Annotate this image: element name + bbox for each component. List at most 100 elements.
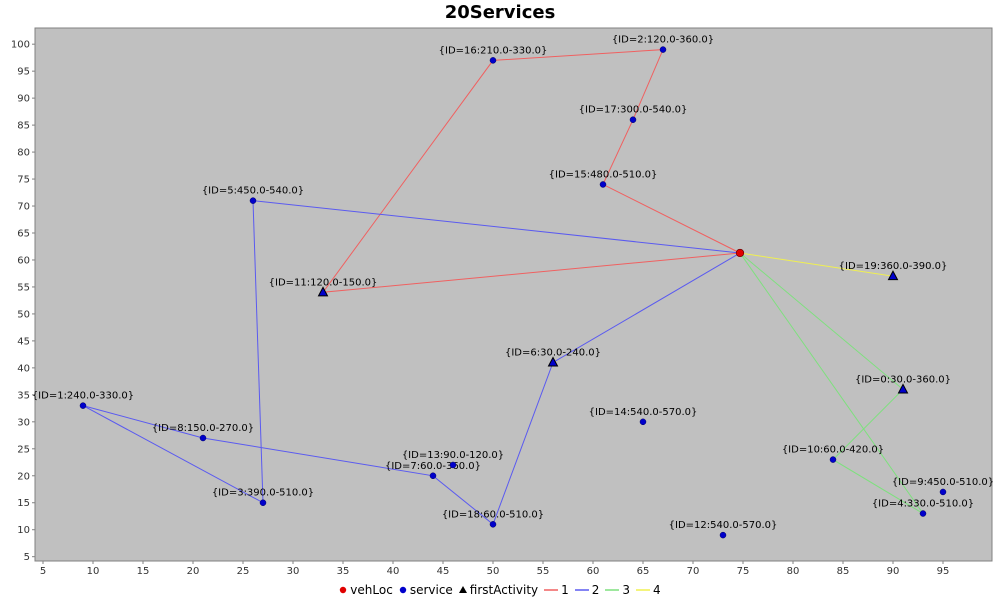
- y-tick-label: 30: [17, 417, 30, 428]
- service-label: {ID=11:120.0-150.0}: [269, 277, 378, 288]
- service-label: {ID=12:540.0-570.0}: [669, 520, 778, 531]
- x-tick-label: 90: [887, 566, 900, 577]
- service-label: {ID=18:60.0-510.0}: [442, 509, 544, 520]
- service-point: [490, 57, 496, 63]
- service-point: [630, 117, 636, 123]
- legend-marker-line: [575, 585, 589, 595]
- service-label: {ID=16:210.0-330.0}: [439, 45, 548, 56]
- y-tick-label: 70: [17, 202, 30, 213]
- service-label: {ID=3:390.0-510.0}: [212, 488, 314, 499]
- legend-label: 3: [622, 583, 630, 597]
- legend-marker-circle: [399, 585, 407, 595]
- service-label: {ID=15:480.0-510.0}: [549, 169, 658, 180]
- service-point: [450, 462, 456, 468]
- service-label: {ID=8:150.0-270.0}: [152, 423, 254, 434]
- legend-item: vehLoc: [339, 583, 393, 597]
- y-tick-label: 100: [11, 40, 30, 51]
- legend-marker-line: [636, 585, 650, 595]
- service-point: [490, 521, 496, 527]
- y-tick-label: 85: [17, 121, 30, 132]
- service-point: [940, 489, 946, 495]
- legend-label: 4: [653, 583, 661, 597]
- x-tick-label: 75: [737, 566, 750, 577]
- service-point: [640, 419, 646, 425]
- legend-item: service: [399, 583, 453, 597]
- service-point: [720, 532, 726, 538]
- service-label: {ID=7:60.0-360.0}: [385, 461, 481, 472]
- legend-marker-circle: [339, 585, 347, 595]
- legend-marker-line: [605, 585, 619, 595]
- x-tick-label: 50: [487, 566, 500, 577]
- x-tick-label: 5: [40, 566, 46, 577]
- legend-item: 4: [636, 583, 661, 597]
- plot-area: [35, 28, 992, 561]
- legend-item: 3: [605, 583, 630, 597]
- y-tick-label: 5: [24, 552, 30, 563]
- legend-label: vehLoc: [350, 583, 393, 597]
- y-tick-label: 90: [17, 94, 30, 105]
- legend-label: 2: [592, 583, 600, 597]
- legend-label: 1: [561, 583, 569, 597]
- y-tick-label: 80: [17, 148, 30, 159]
- service-point: [200, 435, 206, 441]
- x-tick-label: 95: [937, 566, 950, 577]
- y-tick-label: 25: [17, 444, 30, 455]
- x-tick-label: 70: [687, 566, 700, 577]
- x-tick-label: 15: [137, 566, 150, 577]
- legend-label: service: [410, 583, 453, 597]
- y-tick-label: 45: [17, 336, 30, 347]
- service-label: {ID=0:30.0-360.0}: [855, 374, 951, 385]
- route-chart: 5 10 15 20 25 30 35 40 45 50 55 60 65 70 75 80 85 90 95 5 10…: [0, 0, 1000, 580]
- y-tick-label: 10: [17, 525, 30, 536]
- x-tick-label: 55: [537, 566, 550, 577]
- service-point: [430, 473, 436, 479]
- service-label: {ID=13:90.0-120.0}: [402, 450, 504, 461]
- legend-item: 1: [544, 583, 569, 597]
- x-tick-label: 30: [287, 566, 300, 577]
- y-tick-label: 50: [17, 309, 30, 320]
- y-tick-label: 55: [17, 282, 30, 293]
- x-tick-label: 35: [337, 566, 350, 577]
- y-tick-label: 95: [17, 67, 30, 78]
- y-tick-label: 15: [17, 498, 30, 509]
- service-label: {ID=17:300.0-540.0}: [579, 105, 688, 116]
- x-tick-label: 65: [637, 566, 650, 577]
- service-label: {ID=10:60.0-420.0}: [782, 445, 884, 456]
- service-point: [920, 511, 926, 517]
- service-label: {ID=4:330.0-510.0}: [872, 499, 974, 510]
- service-label: {ID=1:240.0-330.0}: [32, 391, 134, 402]
- service-point: [660, 47, 666, 53]
- y-tick-label: 20: [17, 471, 30, 482]
- x-tick-label: 25: [237, 566, 250, 577]
- service-label: {ID=14:540.0-570.0}: [589, 407, 698, 418]
- service-label: {ID=19:360.0-390.0}: [839, 261, 948, 272]
- legend-item: 2: [575, 583, 600, 597]
- x-tick-label: 45: [437, 566, 450, 577]
- chart-legend: vehLoc service firstActivity 1 2 3 4: [0, 580, 1000, 600]
- y-tick-label: 40: [17, 363, 30, 374]
- x-tick-label: 20: [187, 566, 200, 577]
- y-tick-label: 60: [17, 255, 30, 266]
- service-point: [250, 198, 256, 204]
- y-tick-label: 75: [17, 175, 30, 186]
- legend-label: firstActivity: [470, 583, 538, 597]
- service-label: {ID=2:120.0-360.0}: [612, 35, 714, 46]
- legend-marker-line: [544, 585, 558, 595]
- service-point: [260, 500, 266, 506]
- y-tick-label: 65: [17, 229, 30, 240]
- x-tick-label: 80: [787, 566, 800, 577]
- x-tick-label: 10: [87, 566, 100, 577]
- y-tick-label: 35: [17, 390, 30, 401]
- vehicle-location-point: [736, 249, 744, 257]
- service-label: {ID=6:30.0-240.0}: [505, 347, 601, 358]
- x-tick-label: 60: [587, 566, 600, 577]
- x-tick-label: 40: [387, 566, 400, 577]
- service-point: [80, 403, 86, 409]
- service-point: [830, 457, 836, 463]
- service-label: {ID=9:450.0-510.0}: [892, 477, 994, 488]
- service-label: {ID=5:450.0-540.0}: [202, 186, 304, 197]
- x-tick-label: 85: [837, 566, 850, 577]
- legend-marker-triangle: [459, 585, 467, 595]
- service-point: [600, 181, 606, 187]
- legend-item: firstActivity: [459, 583, 538, 597]
